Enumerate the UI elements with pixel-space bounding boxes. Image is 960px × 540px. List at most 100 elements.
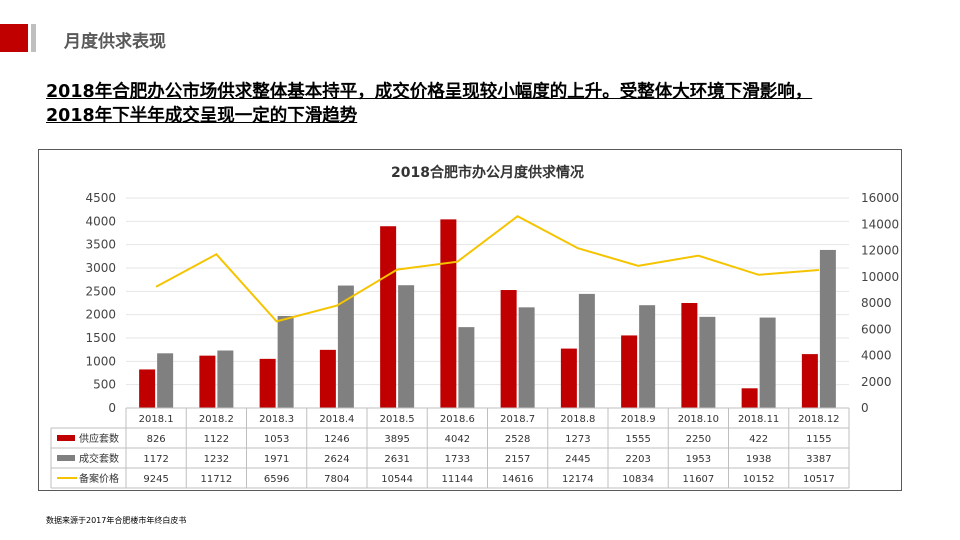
y-tick-label: 1000 (85, 354, 116, 368)
y2-tick-label: 6000 (861, 322, 892, 336)
data-label: 1232 (204, 454, 229, 465)
x-tick-label: 2018.9 (621, 414, 656, 425)
legend-key (57, 435, 75, 441)
x-tick-label: 2018.12 (798, 414, 839, 425)
data-label: 2631 (384, 454, 409, 465)
bar-deal (759, 317, 776, 408)
data-label: 9245 (143, 474, 168, 485)
data-label: 1172 (143, 454, 168, 465)
data-label: 1938 (746, 454, 771, 465)
data-source-note: 数据来源于2017年合肥楼市年终白皮书 (46, 516, 187, 525)
y2-tick-label: 0 (861, 401, 869, 415)
chart-frame: 2018合肥市办公月度供求情况 0 500 1000 1500 2000 2500 3000 3… (38, 149, 902, 491)
y2-tick-label: 8000 (861, 296, 892, 310)
bar-deal (518, 307, 535, 408)
bar-deal (458, 327, 475, 408)
data-label: 3895 (384, 434, 409, 445)
bar-deal (398, 285, 415, 408)
x-tick-label: 2018.11 (738, 414, 779, 425)
y-tick-label: 1500 (85, 331, 116, 345)
data-label: 2203 (625, 454, 650, 465)
x-tick-label: 2018.8 (560, 414, 595, 425)
legend-label: 供应套数 (79, 432, 119, 445)
y-tick-label: 4000 (85, 214, 116, 228)
data-label: 2250 (686, 434, 711, 445)
x-tick-label: 2018.2 (199, 414, 234, 425)
data-label: 2157 (505, 454, 530, 465)
y2-tick-label: 2000 (861, 375, 892, 389)
bar-supply (741, 388, 758, 408)
data-label: 1273 (565, 434, 590, 445)
data-label: 4042 (445, 434, 470, 445)
data-label: 11144 (441, 474, 473, 485)
bar-supply (259, 358, 276, 408)
data-label: 11607 (682, 474, 714, 485)
data-label: 3387 (806, 454, 831, 465)
y-tick-label: 3000 (85, 261, 116, 275)
y-tick-label: 4500 (85, 191, 116, 205)
y-tick-label: 500 (93, 378, 116, 392)
x-tick-label: 2018.4 (319, 414, 354, 425)
bar-supply (319, 349, 336, 408)
data-label: 12174 (562, 474, 594, 485)
bar-supply (380, 226, 397, 408)
legend-label: 备案价格 (79, 472, 119, 485)
y2-tick-label: 10000 (861, 270, 899, 284)
y2-tick-label: 12000 (861, 244, 899, 258)
bar-deal (277, 316, 294, 408)
bar-supply (199, 355, 216, 408)
y-tick-label: 0 (108, 401, 116, 415)
data-label: 1953 (686, 454, 711, 465)
x-tick-label: 2018.10 (678, 414, 719, 425)
header-divider (31, 24, 36, 52)
bar-supply (139, 369, 156, 408)
y-tick-label: 2000 (85, 308, 116, 322)
y-tick-label: 2500 (85, 284, 116, 298)
y2-tick-label: 4000 (861, 349, 892, 363)
bar-deal (639, 305, 656, 408)
data-label: 1733 (445, 454, 470, 465)
bar-deal (699, 316, 716, 408)
legend-key (57, 455, 75, 461)
headline-line-2: 2018年下半年成交呈现一定的下滑趋势 (46, 106, 358, 126)
bar-supply (440, 219, 457, 408)
data-label: 10517 (803, 474, 835, 485)
supply-demand-chart: 2018合肥市办公月度供求情况 0 500 1000 1500 2000 2500 3000 3… (50, 164, 899, 489)
data-label: 826 (147, 434, 166, 445)
data-label: 10834 (622, 474, 654, 485)
bar-deal (578, 293, 595, 408)
y-tick-label: 3500 (85, 238, 116, 252)
headline-line-1: 2018年合肥办公市场供求整体基本持平，成交价格呈现较小幅度的上升。受整体大环境… (46, 82, 813, 102)
section-title: 月度供求表现 (64, 32, 166, 52)
data-label: 2624 (324, 454, 349, 465)
bar-supply (621, 335, 638, 408)
bar-supply (500, 290, 517, 408)
data-label: 422 (749, 434, 768, 445)
bar-deal (157, 353, 174, 408)
data-label: 2445 (565, 454, 590, 465)
bar-deal (337, 285, 354, 408)
data-label: 1971 (264, 454, 289, 465)
bar-deal (217, 350, 234, 408)
bar-deal (819, 249, 836, 408)
data-label: 10544 (381, 474, 413, 485)
headline: 2018年合肥办公市场供求整体基本持平，成交价格呈现较小幅度的上升。受整体大环境… (46, 80, 926, 128)
header-accent-block (0, 24, 28, 52)
data-label: 1555 (625, 434, 650, 445)
bar-supply (560, 348, 577, 408)
legend-label: 成交套数 (79, 452, 119, 465)
x-tick-label: 2018.3 (259, 414, 294, 425)
data-label: 1122 (204, 434, 229, 445)
data-label: 1053 (264, 434, 289, 445)
data-label: 7804 (324, 474, 349, 485)
y2-tick-label: 14000 (861, 217, 899, 231)
y2-tick-label: 16000 (861, 191, 899, 205)
data-label: 6596 (264, 474, 289, 485)
data-label: 11712 (200, 474, 232, 485)
x-tick-label: 2018.6 (440, 414, 475, 425)
x-tick-label: 2018.7 (500, 414, 535, 425)
data-label: 10152 (743, 474, 775, 485)
bar-supply (801, 354, 818, 408)
data-label: 14616 (502, 474, 534, 485)
x-tick-label: 2018.5 (380, 414, 415, 425)
